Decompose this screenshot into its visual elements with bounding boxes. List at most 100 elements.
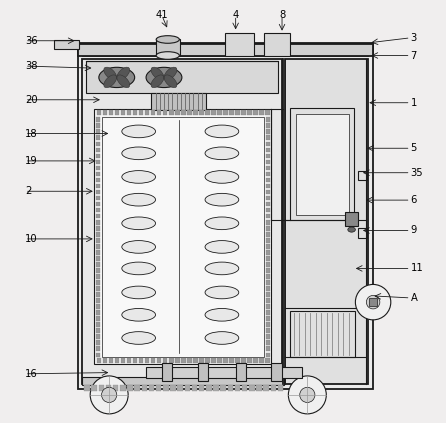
Bar	[217, 110, 222, 115]
Bar	[265, 166, 270, 170]
Ellipse shape	[104, 75, 116, 88]
Bar	[96, 148, 100, 152]
Bar	[265, 178, 270, 182]
Bar	[96, 154, 100, 158]
Bar	[151, 110, 155, 115]
Text: 20: 20	[25, 95, 37, 105]
Bar	[96, 262, 100, 267]
Bar	[265, 310, 270, 315]
Bar	[113, 385, 119, 391]
Circle shape	[102, 387, 117, 403]
Bar	[265, 298, 270, 303]
Bar	[96, 341, 100, 345]
Bar	[127, 358, 131, 363]
Bar	[265, 286, 270, 291]
Bar	[265, 202, 270, 206]
Bar	[96, 178, 100, 182]
Bar	[96, 124, 100, 128]
Ellipse shape	[205, 262, 239, 275]
Bar	[265, 226, 270, 231]
Bar	[265, 274, 270, 279]
Ellipse shape	[205, 286, 239, 299]
Bar	[96, 280, 100, 285]
Bar	[235, 358, 240, 363]
Bar	[96, 352, 100, 357]
Text: 38: 38	[25, 61, 37, 71]
Bar	[157, 110, 161, 115]
Bar	[247, 110, 252, 115]
Bar	[198, 363, 208, 381]
Bar	[96, 159, 100, 164]
Bar	[265, 292, 270, 297]
Bar	[120, 358, 125, 363]
Bar	[149, 385, 154, 391]
Text: 9: 9	[411, 225, 417, 236]
Bar	[205, 110, 210, 115]
Bar	[265, 244, 270, 249]
Bar	[133, 110, 137, 115]
Bar	[289, 310, 355, 357]
Text: 16: 16	[25, 369, 37, 379]
Bar	[82, 377, 284, 385]
Bar	[259, 358, 264, 363]
Bar	[358, 170, 367, 180]
Ellipse shape	[117, 75, 130, 88]
Bar	[187, 110, 192, 115]
Ellipse shape	[156, 52, 179, 59]
Bar	[265, 208, 270, 212]
Bar	[265, 154, 270, 158]
Bar	[96, 172, 100, 176]
Ellipse shape	[205, 241, 239, 253]
Text: 19: 19	[25, 156, 37, 166]
Ellipse shape	[122, 170, 156, 183]
Bar	[162, 363, 173, 381]
Circle shape	[90, 376, 128, 414]
Bar	[96, 142, 100, 146]
Ellipse shape	[122, 217, 156, 230]
Bar	[220, 385, 226, 391]
Ellipse shape	[122, 193, 156, 206]
Bar	[78, 44, 373, 55]
Bar	[265, 316, 270, 321]
Ellipse shape	[156, 36, 179, 43]
Bar	[229, 358, 234, 363]
Bar	[156, 385, 161, 391]
Bar	[108, 358, 113, 363]
Text: 11: 11	[411, 264, 423, 273]
Bar	[151, 93, 206, 110]
Circle shape	[355, 284, 391, 320]
Bar	[265, 328, 270, 333]
Bar	[96, 118, 100, 122]
Bar	[265, 256, 270, 261]
Ellipse shape	[151, 75, 164, 88]
Text: 5: 5	[411, 143, 417, 153]
Ellipse shape	[348, 227, 355, 232]
Bar	[199, 358, 204, 363]
Bar	[120, 385, 126, 391]
Bar	[285, 59, 368, 384]
Bar	[103, 110, 107, 115]
Bar	[96, 286, 100, 291]
Bar	[249, 385, 255, 391]
Ellipse shape	[205, 125, 239, 138]
Bar	[213, 385, 219, 391]
Bar	[134, 385, 140, 391]
Bar	[102, 117, 264, 357]
Ellipse shape	[122, 241, 156, 253]
Bar	[265, 352, 270, 357]
Bar	[265, 250, 270, 255]
Bar	[272, 363, 282, 381]
Text: 18: 18	[25, 129, 37, 138]
Bar	[345, 212, 358, 226]
Ellipse shape	[117, 67, 130, 80]
Bar	[91, 385, 97, 391]
Bar	[235, 110, 240, 115]
Bar	[211, 110, 216, 115]
Bar	[169, 358, 173, 363]
Bar	[175, 110, 180, 115]
Ellipse shape	[164, 67, 177, 80]
Bar	[142, 385, 147, 391]
Bar	[96, 184, 100, 188]
Bar	[265, 232, 270, 236]
Ellipse shape	[122, 332, 156, 344]
